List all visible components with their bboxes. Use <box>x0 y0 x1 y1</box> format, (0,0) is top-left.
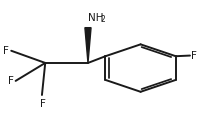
Text: 2: 2 <box>100 15 105 24</box>
Text: NH: NH <box>88 13 103 23</box>
Text: F: F <box>8 76 14 86</box>
Text: F: F <box>3 46 9 56</box>
Text: F: F <box>40 99 46 109</box>
Polygon shape <box>85 28 91 63</box>
Text: F: F <box>191 51 197 61</box>
